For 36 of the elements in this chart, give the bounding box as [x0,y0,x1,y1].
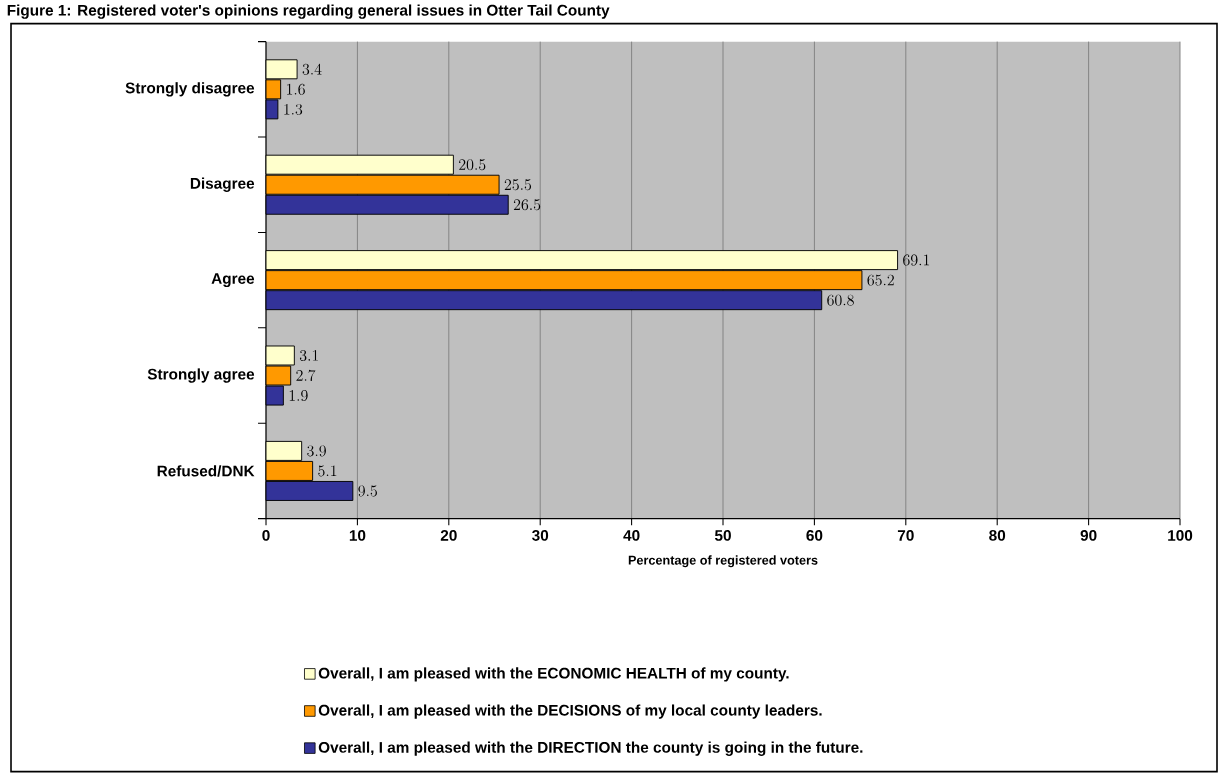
y-tick-label: Refused/DNK [157,465,255,477]
data-label: 20.5 [459,159,486,171]
data-label: 3.9 [307,445,326,457]
x-tick-label: 40 [623,530,640,542]
data-label: 2.7 [296,370,316,382]
x-tick-label: 0 [262,530,270,542]
data-label: 3. 1 [299,350,318,362]
data-label: 1 .9 [289,390,308,402]
x-tick-label: 80 [989,530,1006,542]
data-label: 3.4 [302,63,322,75]
x-tick-label: 20 [440,530,457,542]
legend-label: Overall, I am pleased with the DIRECTION the county is going in the future. [318,741,863,757]
y-tick-label: Disagree [190,177,255,193]
legend-label: Overall, I am pleased with the ECONOMIC HEALTH of my county. [318,667,789,682]
data-label: 65.2 [867,274,894,286]
x-tick-label: 70 [897,530,914,542]
y-tick-label: Strongly disagree [125,82,255,97]
data-label: 9.5 [358,485,377,497]
data-label: 60.8 [827,294,854,306]
chart-title: Figure 1: Registered voter's opinions regarding general issues in Otter Tail County [7,4,610,19]
legend-label: Overall, I am pleased with the DECISIONS of my local county leaders. [318,704,822,719]
y-tick-label: Strongly agree [147,368,255,383]
x-tick-label: 100 [1168,530,1193,542]
x-tick-label: 30 [532,530,549,542]
data-label: 5. 1 [318,465,337,477]
data-label: 25.5 [504,179,532,191]
y-tick-label: Agree [211,273,255,288]
data-label: 69. 1 [903,254,930,266]
x-tick-label: 50 [714,530,731,542]
x-axis-title: Percentage of registered voters [628,555,818,568]
x-tick-label: 90 [1080,530,1097,542]
x-tick-label: 60 [806,530,823,542]
data-label: 26.5 [513,199,541,211]
data-label: 1 .3 [284,104,303,116]
x-tick-label: 10 [349,530,366,542]
data-label: 1 .6 [287,84,305,96]
